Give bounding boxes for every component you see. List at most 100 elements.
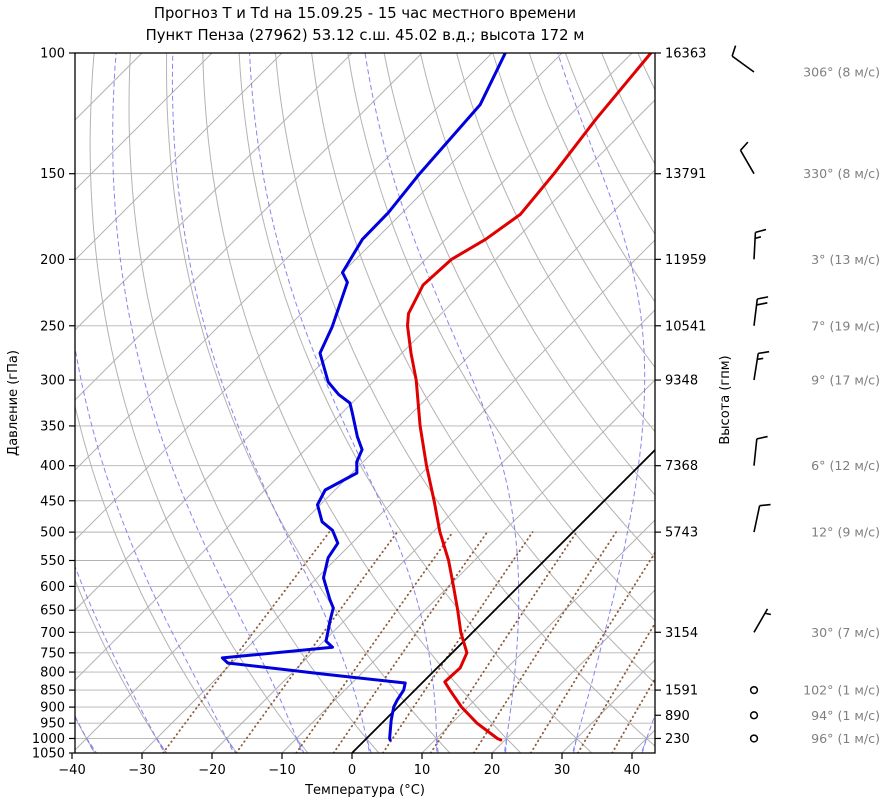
height-tick-label: 11959 <box>665 253 706 268</box>
barb-half <box>757 357 764 361</box>
y-left-axis-label: Давление (гПа) <box>6 350 21 456</box>
chart-title-line2: Пункт Пенза (27962) 53.12 с.ш. 45.02 в.д… <box>146 27 585 44</box>
barb-full <box>757 296 769 300</box>
mixing-ratio-line <box>429 531 578 753</box>
temperature-tick-label: 30 <box>554 763 571 778</box>
wind-barb: 306° (8 м/с) <box>731 45 880 80</box>
moist-adiabat-line <box>75 565 168 753</box>
dry-adiabat-line <box>238 53 593 753</box>
dry-adiabat-line <box>75 404 238 753</box>
dry-adiabat-line <box>456 53 655 433</box>
isotherm-line <box>211 309 655 753</box>
background-grid <box>75 53 891 753</box>
mixing-ratio-line <box>611 676 655 753</box>
wind-barb: 102° (1 м/с) <box>749 683 880 698</box>
wind-barb: 9° (17 м/с) <box>753 350 880 388</box>
barb-full <box>756 435 768 440</box>
height-tick-label: 3154 <box>665 626 698 641</box>
pressure-tick-label: 600 <box>40 580 65 595</box>
isotherm-line <box>421 519 655 753</box>
pressure-tick-label: 750 <box>40 646 65 661</box>
wind-barb-label: 9° (17 м/с) <box>811 373 880 388</box>
temperature-tick-label: −30 <box>128 763 155 778</box>
dry-adiabat-line <box>347 53 655 622</box>
barb-staff <box>739 149 755 175</box>
sounding-curves <box>220 53 653 742</box>
chart-title-line1: Прогноз Т и Td на 15.09.25 - 15 час мест… <box>154 5 576 22</box>
dry-adiabat-line <box>601 53 655 166</box>
mixing-ratio-line <box>381 531 534 753</box>
temperature-tick-label: 40 <box>624 763 641 778</box>
isotherm-line <box>631 729 655 753</box>
zero-isotherm-line <box>351 448 655 753</box>
mixing-ratio-line <box>529 551 655 753</box>
wind-barbs-column: 306° (8 м/с) 330° (8 м/с) 3° (13 м/с) 7° (1… <box>731 45 880 746</box>
pressure-tick-label: 500 <box>40 526 65 541</box>
isotherm-line <box>75 99 655 681</box>
wind-barb: 7° (19 м/с) <box>753 296 880 333</box>
dry-adiabat-line <box>383 53 655 559</box>
dry-adiabat-line <box>89 53 309 753</box>
wind-barb-label: 306° (8 м/с) <box>803 65 880 80</box>
pressure-tick-label: 300 <box>40 374 65 389</box>
dewpoint-curve <box>220 53 507 742</box>
pressure-tick-label: 850 <box>40 684 65 699</box>
dry-adiabat-line <box>419 53 655 496</box>
pressure-tick-label: 200 <box>40 253 65 268</box>
isotherm-line <box>75 53 633 611</box>
height-tick-label: 890 <box>665 709 690 724</box>
pressure-tick-label: 1000 <box>32 732 65 747</box>
height-tick-label: 230 <box>665 732 690 747</box>
temperature-tick-label: 0 <box>348 763 356 778</box>
barb-staff <box>753 232 757 260</box>
moist-adiabat-line <box>640 713 655 753</box>
wind-barb-label: 7° (19 м/с) <box>811 318 880 333</box>
dry-adiabat-line <box>564 53 655 236</box>
wind-barb: 6° (12 м/с) <box>753 435 880 473</box>
temperature-tick-label: −40 <box>58 763 85 778</box>
pressure-tick-label: 1050 <box>32 747 65 762</box>
isotherm-line <box>75 53 143 121</box>
dry-adiabat-line <box>637 53 655 91</box>
pressure-tick-label: 800 <box>40 666 65 681</box>
wind-barb-label: 96° (1 м/с) <box>811 731 880 746</box>
isotherm-line <box>75 53 493 471</box>
pressure-tick-label: 950 <box>40 717 65 732</box>
dry-adiabat-line <box>75 578 167 753</box>
pressure-tick-label: 350 <box>40 419 65 434</box>
isotherm-line <box>281 379 655 753</box>
mixing-ratio-line <box>295 531 454 753</box>
moist-adiabat-line <box>112 53 305 753</box>
dry-adiabat-line <box>128 53 380 753</box>
wind-barb-label: 94° (1 м/с) <box>811 708 880 723</box>
dry-adiabat-line <box>528 53 655 303</box>
plot-frame <box>74 52 656 754</box>
height-tick-label: 10541 <box>665 319 706 334</box>
temperature-tick-label: 10 <box>414 763 431 778</box>
isotherm-line <box>141 239 655 753</box>
pressure-tick-label: 700 <box>40 626 65 641</box>
wind-barb-label: 330° (8 м/с) <box>803 166 880 181</box>
wind-barb-label: 30° (7 м/с) <box>811 625 880 640</box>
barb-full <box>759 503 771 507</box>
moist-adiabat-line <box>249 53 439 753</box>
dry-adiabat-line <box>674 53 891 753</box>
temperature-curve <box>406 53 653 742</box>
barb-full <box>755 228 767 234</box>
calm-wind-circle <box>749 711 759 720</box>
barb-staff <box>753 505 761 533</box>
wind-barb-label: 3° (13 м/с) <box>811 252 880 267</box>
axis-ticks: 1001502002503003504004505005506006507007… <box>32 47 706 779</box>
dry-adiabat-line <box>202 53 522 753</box>
pressure-tick-label: 650 <box>40 604 65 619</box>
barb-half <box>754 236 762 240</box>
pressure-tick-label: 900 <box>40 701 65 716</box>
isotherm-line <box>75 53 213 191</box>
wind-barb-label: 6° (12 м/с) <box>811 458 880 473</box>
wind-barb: 30° (7 м/с) <box>753 608 880 640</box>
wind-barb-label: 102° (1 м/с) <box>803 683 880 698</box>
mixing-ratio-line <box>235 531 399 753</box>
barb-staff <box>753 608 769 633</box>
